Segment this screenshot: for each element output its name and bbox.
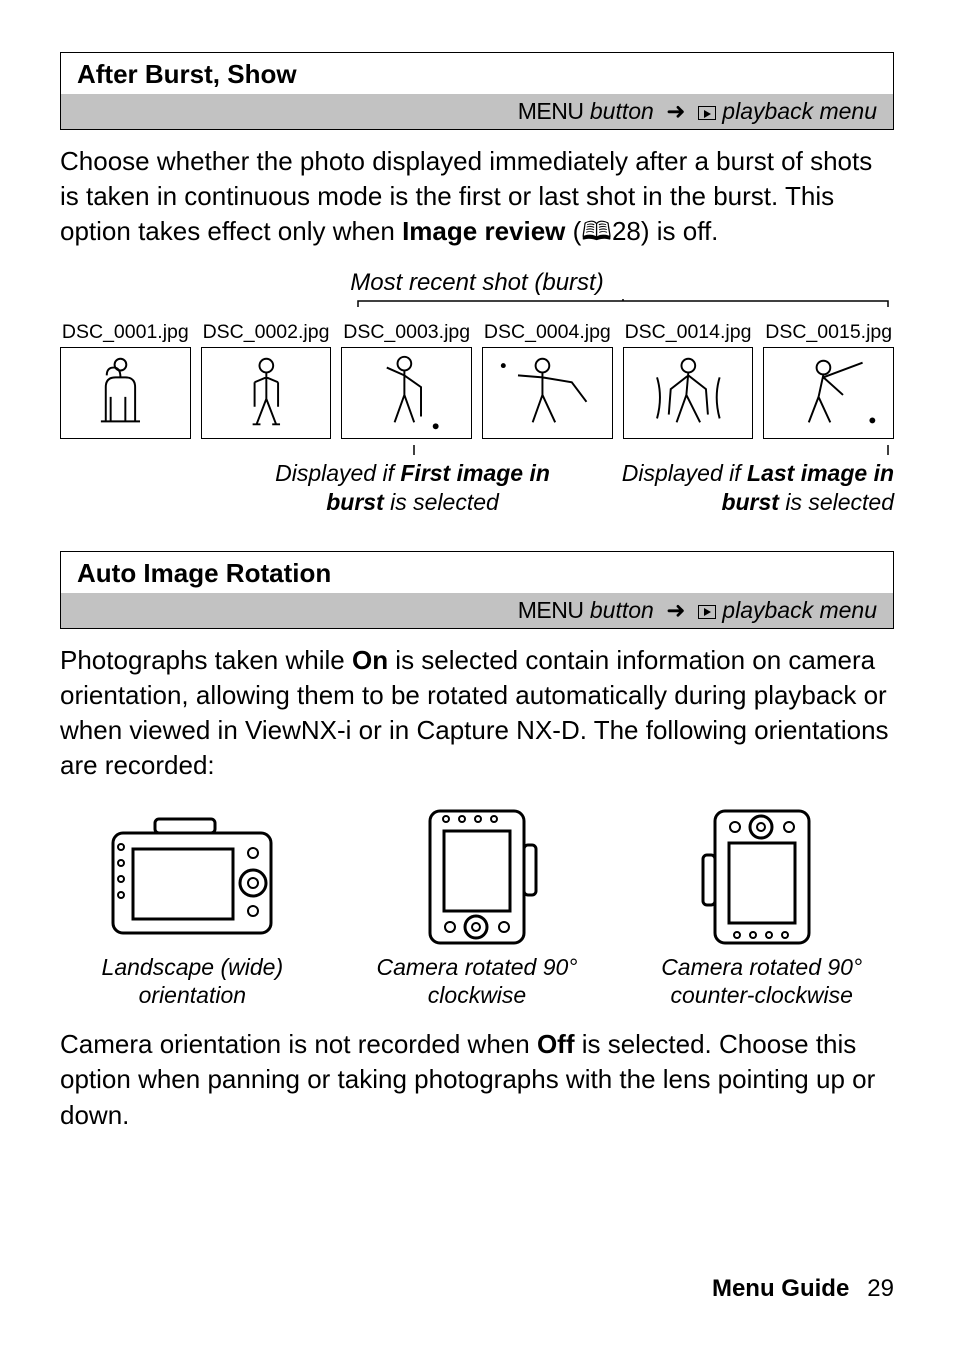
burst-item: DSC_0001.jpg <box>60 321 191 439</box>
text: Camera orientation is not recorded when <box>60 1029 537 1059</box>
filename: DSC_0001.jpg <box>60 321 191 344</box>
burst-top-bracket <box>60 299 894 319</box>
orientation-caption: Landscape (wide) orientation <box>60 954 325 1009</box>
playback-icon <box>698 106 716 120</box>
book-icon: 🕮 <box>581 214 612 249</box>
bold-on: On <box>352 645 388 675</box>
bottom-bracket-svg <box>60 445 894 459</box>
camera-landscape-icon <box>60 805 325 950</box>
path-word-button: button <box>584 597 661 623</box>
arrow-icon: ➜ <box>666 98 685 124</box>
thumb <box>763 347 894 439</box>
orientation-item: Landscape (wide) orientation <box>60 805 325 1009</box>
path-word-button: button <box>584 98 661 124</box>
burst-bottom-captions: Displayed if First image in burst is sel… <box>60 459 894 517</box>
filename: DSC_0002.jpg <box>201 321 332 344</box>
spacer <box>567 459 584 517</box>
text: Displayed if <box>622 460 747 486</box>
camera-rotated-ccw-icon <box>629 805 894 950</box>
text: ) is off. <box>641 216 719 246</box>
caption-last-image: Displayed if Last image in burst is sele… <box>584 459 894 517</box>
after-burst-body: Choose whether the photo displayed immed… <box>60 144 894 249</box>
menu-button-label: MENU <box>518 597 584 623</box>
section-header-after-burst: After Burst, Show MENU button ➜ playback… <box>60 52 894 130</box>
text: ( <box>565 216 581 246</box>
text: is selected <box>384 489 499 515</box>
burst-item: DSC_0002.jpg <box>201 321 332 439</box>
page-footer: Menu Guide 29 <box>712 1275 894 1303</box>
spacer <box>60 459 258 517</box>
path-end: playback menu <box>716 98 877 124</box>
bold-off: Off <box>537 1029 575 1059</box>
filename: DSC_0003.jpg <box>341 321 472 344</box>
burst-item: DSC_0003.jpg <box>341 321 472 439</box>
burst-item: DSC_0014.jpg <box>623 321 754 439</box>
arrow-icon: ➜ <box>666 597 685 623</box>
breadcrumb: MENU button ➜ playback menu <box>61 593 893 628</box>
page-number: 29 <box>867 1275 894 1302</box>
section-title: After Burst, Show <box>61 53 893 94</box>
auto-rotate-body: Photographs taken while On is selected c… <box>60 643 894 783</box>
burst-thumb-row: DSC_0001.jpg DSC_0002.jpg DSC_0003.jpg D… <box>60 321 894 439</box>
burst-diagram: Most recent shot (burst) DSC_0001.jpg DS… <box>60 269 894 517</box>
section-title: Auto Image Rotation <box>61 552 893 593</box>
orientation-caption: Camera rotated 90° clockwise <box>345 954 610 1009</box>
path-end: playback menu <box>716 597 877 623</box>
thumb <box>341 347 472 439</box>
filename: DSC_0014.jpg <box>623 321 754 344</box>
bold-image-review: Image review <box>402 216 565 246</box>
caption-first-image: Displayed if First image in burst is sel… <box>258 459 568 517</box>
bracket-svg <box>60 299 894 319</box>
burst-top-caption: Most recent shot (burst) <box>60 269 894 297</box>
text: Displayed if <box>275 460 400 486</box>
filename: DSC_0004.jpg <box>482 321 613 344</box>
page-ref: 28 <box>612 216 641 246</box>
orientation-caption: Camera rotated 90° counter-clockwise <box>629 954 894 1009</box>
filename: DSC_0015.jpg <box>763 321 894 344</box>
footer-label: Menu Guide <box>712 1275 849 1302</box>
thumb <box>201 347 332 439</box>
camera-rotated-cw-icon <box>345 805 610 950</box>
section-header-auto-rotation: Auto Image Rotation MENU button ➜ playba… <box>60 551 894 629</box>
thumb <box>60 347 191 439</box>
orientation-item: Camera rotated 90° counter-clockwise <box>629 805 894 1009</box>
text: Photographs taken while <box>60 645 352 675</box>
thumb <box>623 347 754 439</box>
burst-item: DSC_0004.jpg <box>482 321 613 439</box>
orientation-item: Camera rotated 90° clockwise <box>345 805 610 1009</box>
playback-icon <box>698 605 716 619</box>
auto-rotate-body-2: Camera orientation is not recorded when … <box>60 1027 894 1132</box>
burst-bottom-brackets <box>60 445 894 457</box>
burst-item: DSC_0015.jpg <box>763 321 894 439</box>
thumb <box>482 347 613 439</box>
breadcrumb: MENU button ➜ playback menu <box>61 94 893 129</box>
menu-button-label: MENU <box>518 98 584 124</box>
orientation-row: Landscape (wide) orientation Camera rota… <box>60 805 894 1009</box>
text: is selected <box>779 489 894 515</box>
